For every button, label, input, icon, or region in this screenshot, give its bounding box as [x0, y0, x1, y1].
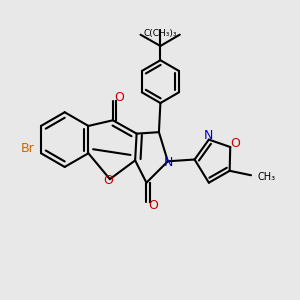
Text: O: O [231, 137, 241, 150]
Text: Br: Br [20, 142, 34, 155]
Text: O: O [103, 174, 113, 187]
Text: C(CH₃)₃: C(CH₃)₃ [144, 29, 177, 38]
Text: N: N [164, 156, 173, 169]
Text: O: O [114, 92, 124, 104]
Text: O: O [148, 199, 158, 212]
Text: N: N [203, 129, 213, 142]
Text: CH₃: CH₃ [258, 172, 276, 182]
